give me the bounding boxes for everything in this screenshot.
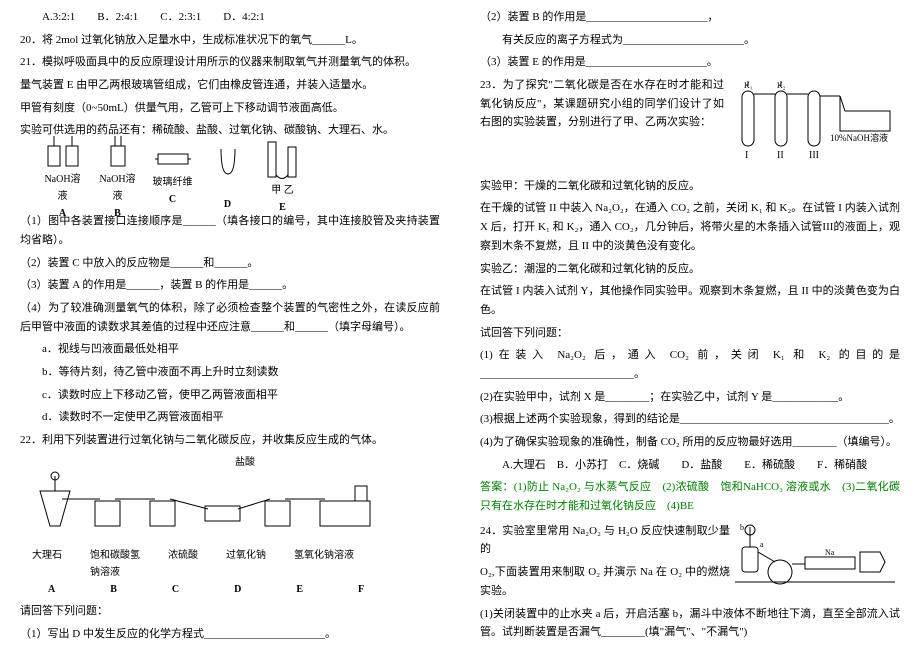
q21-part4: （4）为了较准确测量氧气的体积，除了必须检查整个装置的气密性之外，在读反应前后甲… — [20, 299, 440, 336]
svg-text:10%NaOH溶液: 10%NaOH溶液 — [830, 132, 888, 143]
apparatus-diagram-2: 盐酸 大理石 饱和碳酸氢钠溶液 浓硫酸 过 — [20, 454, 440, 599]
right-column: （2）装置 B 的作用是______________________， 有关反应… — [460, 0, 920, 650]
q19-options: A.3:2:1 B．2:4:1 C．2:3:1 D．4:2:1 — [20, 8, 440, 27]
svg-text:III: III — [809, 150, 819, 161]
left-column: A.3:2:1 B．2:4:1 C．2:3:1 D．4:2:1 20．将 2mo… — [0, 0, 460, 650]
q23-r1: (1)在装入 Na₂O₂ 后，通入 CO₂ 前，关闭 K₁ 和 K₂ 的目的是_… — [480, 346, 900, 383]
page-container: A.3:2:1 B．2:4:1 C．2:3:1 D．4:2:1 20．将 2mo… — [0, 0, 920, 650]
q21-line3: 甲管有刻度（0~50mL）供量气用，乙管可上下移动调节液面高低。 — [20, 99, 440, 118]
q22-line1: 22．利用下列装置进行过氧化钠与二氧化碳反应，并收集反应生成的气体。 — [20, 431, 440, 450]
svg-text:K₂: K₂ — [777, 81, 786, 90]
q21-part2: （2）装置 C 中放入的反应物是______和______。 — [20, 254, 440, 273]
q23-r3: (3)根据上述两个实验现象，得到的结论是____________________… — [480, 410, 900, 429]
apparatus-diagram-1: NaOH溶液A NaOH溶液B 玻璃纤维C D 甲 乙E — [20, 146, 440, 206]
q23-r2: (2)在实验甲中，试剂 X 是________；在实验乙中，试剂 Y 是____… — [480, 388, 900, 407]
svg-text:II: II — [777, 150, 784, 161]
q21-part3: （3）装置 A 的作用是______，装置 B 的作用是______。 — [20, 276, 440, 295]
q22-part3: （3）装置 E 的作用是______________________。 — [480, 53, 900, 72]
svg-text:b: b — [740, 523, 744, 532]
svg-text:Na: Na — [825, 548, 835, 557]
q22-part1: （1）写出 D 中发生反应的化学方程式_____________________… — [20, 625, 440, 644]
q21-line1: 21．模拟呼吸面具中的反应原理设计用所示的仪器来制取氧气并测量氧气的体积。 — [20, 53, 440, 72]
q22-part2b: 有关反应的离子方程式为______________________。 — [480, 31, 900, 50]
q21-opt-b: b．等待片刻，待乙管中液面不再上升时立刻读数 — [20, 363, 440, 382]
tube-diagram: K₁ K₂ I II III 10%NaOH溶液 — [730, 76, 900, 173]
q22-part2a: （2）装置 B 的作用是______________________， — [480, 8, 900, 27]
q21-opt-d: d．读数时不一定使甲乙两管液面相平 — [20, 408, 440, 427]
q22-prompt: 请回答下列问题： — [20, 602, 440, 621]
exp-b-title: 实验乙：潮湿的二氧化碳和过氧化钠的反应。 — [480, 260, 900, 279]
exp-a-body: 在干燥的试管 II 中装入 Na₂O₂，在通入 CO₂ 之前，关闭 K₁ 和 K… — [480, 199, 900, 255]
answer-green: 答案：(1)防止 Na₂O₂ 与水蒸气反应 (2)浓硫酸 饱和NaHCO₃ 溶液… — [480, 478, 900, 515]
svg-text:a: a — [760, 540, 764, 549]
q23-r4-opts: A.大理石 B．小苏打 C．烧碱 D．盐酸 E．稀硫酸 F．稀硝酸 — [480, 456, 900, 475]
q23-r4: (4)为了确保实验现象的准确性，制备 CO₂ 所用的反应物最好选用_______… — [480, 433, 900, 452]
q24-part1: (1)关闭装置中的止水夹 a 后，开启活塞 b，漏斗中液体不断地往下滴，直至全部… — [480, 605, 900, 642]
q21-opt-c: c．读数时应上下移动乙管，使甲乙两管液面相平 — [20, 386, 440, 405]
q24-diagram: b a Na — [730, 522, 900, 604]
q21-part1: （1）图中各装置接口连接顺序是______（填各接口的编号，其中连接胶管及夹持装… — [20, 212, 440, 249]
q21-line2: 量气装置 E 由甲乙两根玻璃管组成，它们由橡皮管连通，并装入适量水。 — [20, 76, 440, 95]
svg-text:I: I — [745, 150, 748, 161]
q21-opt-a: a．视线与凹液面最低处相平 — [20, 340, 440, 359]
q20: 20．将 2mol 过氧化钠放入足量水中，生成标准状况下的氧气______L。 — [20, 31, 440, 50]
svg-text:K₁: K₁ — [744, 81, 753, 90]
exp-b-body: 在试管 I 内装入试剂 Y，其他操作同实验甲。观察到木条复燃，且 II 中的淡黄… — [480, 282, 900, 319]
answer-title: 试回答下列问题： — [480, 324, 900, 343]
exp-a-title: 实验甲：干燥的二氧化碳和过氧化钠的反应。 — [480, 177, 900, 196]
